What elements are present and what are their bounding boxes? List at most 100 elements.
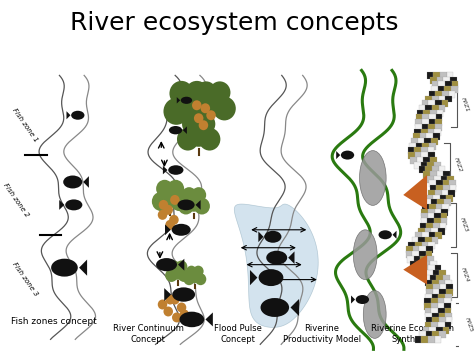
Circle shape (209, 81, 230, 104)
Bar (433, 133, 439, 140)
Bar (415, 119, 422, 126)
Bar (415, 152, 421, 159)
Polygon shape (79, 260, 87, 276)
Bar (435, 190, 442, 197)
Bar (426, 251, 432, 258)
Bar (434, 176, 440, 183)
Text: FPZ1: FPZ1 (460, 97, 470, 114)
Bar (451, 86, 458, 93)
Circle shape (177, 302, 186, 312)
Bar (445, 312, 452, 320)
Circle shape (158, 300, 167, 310)
Bar (419, 105, 425, 112)
Bar (422, 204, 429, 211)
Bar (432, 166, 438, 173)
Bar (421, 100, 428, 107)
Bar (429, 275, 437, 282)
Bar (439, 317, 446, 324)
Bar (438, 303, 444, 310)
Circle shape (170, 195, 180, 205)
Bar (444, 299, 451, 305)
Bar (442, 190, 448, 197)
Bar (439, 332, 446, 338)
Circle shape (165, 269, 178, 282)
Bar (416, 114, 422, 121)
Ellipse shape (379, 230, 392, 239)
Bar (438, 294, 445, 301)
Bar (422, 232, 428, 239)
Bar (432, 317, 439, 324)
Bar (433, 270, 439, 277)
Bar (428, 124, 435, 131)
Bar (436, 327, 443, 334)
Text: Fish zones concept: Fish zones concept (10, 317, 96, 326)
Bar (439, 284, 446, 291)
Bar (438, 312, 445, 320)
Bar (429, 204, 436, 211)
Polygon shape (351, 295, 355, 304)
Bar (428, 232, 435, 239)
Bar (449, 180, 456, 187)
Ellipse shape (261, 298, 289, 317)
Circle shape (159, 184, 182, 208)
Bar (431, 322, 438, 329)
Bar (425, 308, 431, 315)
Bar (440, 72, 447, 79)
Bar (406, 251, 412, 258)
Circle shape (172, 312, 182, 322)
Bar (432, 332, 439, 338)
Bar (425, 105, 432, 112)
Bar (437, 110, 443, 117)
Bar (419, 251, 426, 258)
Bar (430, 171, 437, 178)
Bar (438, 86, 444, 93)
Circle shape (170, 295, 180, 305)
Polygon shape (163, 166, 167, 174)
Bar (431, 138, 438, 145)
Text: Fish zone 3: Fish zone 3 (12, 262, 39, 297)
Text: FPZ5: FPZ5 (464, 316, 474, 333)
Bar (426, 332, 432, 338)
Bar (431, 299, 438, 305)
Bar (431, 303, 438, 310)
Bar (428, 100, 435, 107)
Bar (432, 294, 438, 301)
Bar (446, 195, 453, 202)
Bar (409, 242, 415, 249)
Circle shape (194, 113, 203, 123)
Bar (432, 95, 438, 103)
Circle shape (190, 97, 213, 120)
Bar (427, 176, 434, 183)
Circle shape (170, 263, 186, 280)
Bar (447, 176, 454, 183)
Bar (443, 327, 449, 334)
Text: River ecosystem concepts: River ecosystem concepts (70, 11, 398, 34)
Bar (438, 199, 444, 206)
Bar (415, 124, 422, 131)
Bar (426, 284, 433, 291)
Bar (414, 256, 420, 263)
Bar (433, 284, 439, 291)
Ellipse shape (51, 259, 78, 277)
Polygon shape (165, 224, 171, 235)
Bar (427, 223, 433, 230)
Bar (419, 270, 426, 277)
Polygon shape (288, 251, 294, 264)
Bar (426, 133, 433, 140)
Text: Riverine
Productivity Model: Riverine Productivity Model (283, 324, 361, 344)
Bar (437, 275, 443, 282)
Bar (434, 129, 441, 136)
Bar (443, 185, 450, 192)
Circle shape (182, 114, 202, 135)
Bar (428, 242, 435, 249)
Bar (431, 199, 438, 206)
Polygon shape (250, 270, 257, 285)
Bar (425, 279, 432, 286)
Bar (442, 204, 449, 211)
Bar (428, 91, 435, 98)
Bar (446, 289, 453, 296)
Bar (432, 312, 438, 320)
Bar (439, 195, 446, 202)
Bar (415, 336, 421, 343)
Bar (437, 171, 443, 178)
